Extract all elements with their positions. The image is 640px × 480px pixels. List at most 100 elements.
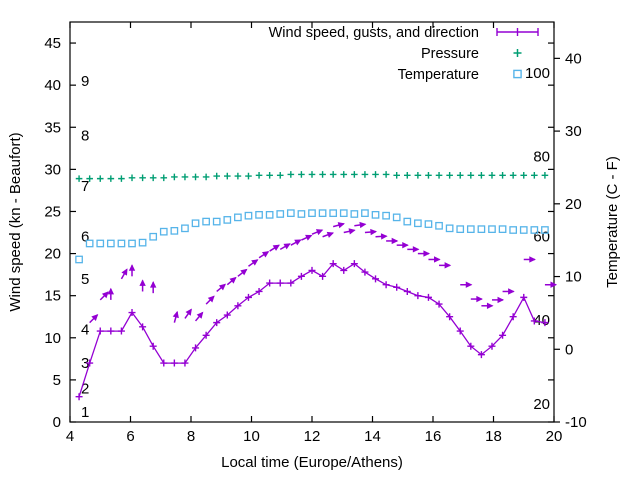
temperature-marker <box>392 213 401 222</box>
x-tick-label: 4 <box>66 428 74 445</box>
temperature-marker <box>329 209 338 218</box>
temperature-marker <box>85 239 94 248</box>
wind-speed-marker <box>255 287 263 295</box>
wind-speed-marker <box>276 279 284 287</box>
y-tick-label: 5 <box>53 372 61 389</box>
wind-speed-marker <box>107 327 115 335</box>
y-tick-label: 20 <box>44 246 61 263</box>
pressure-marker <box>118 175 125 182</box>
temperature-marker <box>202 217 210 226</box>
temperature-marker <box>159 227 168 236</box>
legend-swatch-temperature <box>513 69 522 79</box>
wind-direction-arrow-head <box>402 241 409 249</box>
wind-direction-arrow-head <box>139 279 146 286</box>
pressure-marker <box>488 171 496 179</box>
wind-direction-arrow-head <box>185 308 192 316</box>
temperature-marker <box>435 221 443 230</box>
x-tick-label: 10 <box>243 428 260 445</box>
beaufort-label: 3 <box>81 355 89 372</box>
x-tick-label: 14 <box>364 428 381 445</box>
wind-speed-marker <box>86 359 94 367</box>
wind-speed-marker <box>414 292 422 300</box>
pressure-marker <box>245 172 252 180</box>
wind-speed-marker <box>139 323 147 331</box>
pressure-marker <box>340 171 348 178</box>
y2-tick-label: 30 <box>565 123 582 140</box>
wind-speed-marker <box>456 327 464 335</box>
pressure-marker <box>319 171 326 178</box>
pressure-marker <box>414 171 422 179</box>
wind-speed-marker <box>361 268 369 276</box>
pressure-marker <box>435 171 443 179</box>
legend-label-pressure: Pressure <box>421 46 479 62</box>
temperature-marker <box>75 255 83 264</box>
temperature-marker <box>403 217 412 226</box>
temperature-marker <box>488 225 496 234</box>
wind-speed-marker <box>446 313 454 321</box>
wind-direction-arrow-head <box>434 256 441 263</box>
wind-speed-marker <box>149 342 157 350</box>
wind-direction-arrow-head <box>218 283 227 291</box>
wind-direction-arrow-head <box>444 262 452 269</box>
pressure-marker <box>128 174 136 182</box>
wind-speed-marker <box>372 275 380 283</box>
pressure-marker <box>531 171 538 179</box>
beaufort-label: 7 <box>81 178 89 195</box>
wind-direction-arrow-head <box>550 281 558 288</box>
pressure-marker <box>202 173 210 181</box>
pressure-marker <box>393 171 400 179</box>
pressure-marker <box>75 175 83 182</box>
temperature-marker <box>117 239 126 248</box>
x-tick-label: 16 <box>425 428 442 445</box>
wind-speed-marker <box>477 351 485 359</box>
pressure-marker <box>509 171 517 179</box>
pressure-marker <box>276 171 284 179</box>
pressure-marker <box>298 171 305 178</box>
temperature-marker <box>414 219 422 228</box>
temperature-marker <box>339 209 348 218</box>
wind-speed-marker <box>308 266 316 274</box>
fahrenheit-label: 100 <box>525 65 550 82</box>
wind-speed-marker <box>393 283 401 291</box>
wind-direction-arrow-head <box>172 310 179 319</box>
wind-direction-arrow-head <box>101 291 109 299</box>
pressure-marker <box>234 172 242 180</box>
wind-speed-marker <box>128 309 136 317</box>
pressure-marker <box>520 171 528 179</box>
wind-speed-marker <box>319 272 327 280</box>
temperature-marker <box>541 226 549 234</box>
wind-direction-arrow-head <box>283 243 291 250</box>
temperature-marker <box>244 211 253 220</box>
pressure-marker <box>224 172 231 180</box>
wind-speed-marker <box>244 293 252 301</box>
temperature-marker <box>445 224 454 233</box>
wind-speed-marker <box>223 311 231 319</box>
wind-direction-arrow-head <box>380 233 388 240</box>
wind-speed-marker <box>509 313 517 321</box>
wind-direction-arrow-head <box>348 228 356 235</box>
temperature-marker <box>382 211 390 220</box>
y-tick-label: 25 <box>44 203 61 220</box>
pressure-marker <box>139 174 146 182</box>
temperature-marker <box>191 219 200 228</box>
wind-direction-arrow-head <box>251 259 259 266</box>
beaufort-label: 8 <box>81 128 89 145</box>
pressure-marker <box>351 171 358 178</box>
pressure-marker <box>382 171 390 178</box>
legend-label-temperature: Temperature <box>398 67 479 83</box>
y2-tick-label: 20 <box>565 196 582 213</box>
y-tick-label: 15 <box>44 288 61 305</box>
wind-speed-marker <box>488 342 496 350</box>
temperature-marker <box>96 239 105 248</box>
pressure-marker <box>329 171 337 178</box>
x-axis-title: Local time (Europe/Athens) <box>221 454 403 471</box>
temperature-marker <box>128 239 136 248</box>
wind-speed-marker <box>160 359 168 367</box>
temperature-marker <box>297 210 306 218</box>
temperature-marker <box>519 226 528 234</box>
pressure-marker <box>86 175 93 182</box>
wind-direction-arrow-head <box>107 287 115 295</box>
wind-direction-arrow-head <box>486 302 494 309</box>
wind-direction-arrow-head <box>305 234 313 241</box>
temperature-marker <box>255 210 263 219</box>
